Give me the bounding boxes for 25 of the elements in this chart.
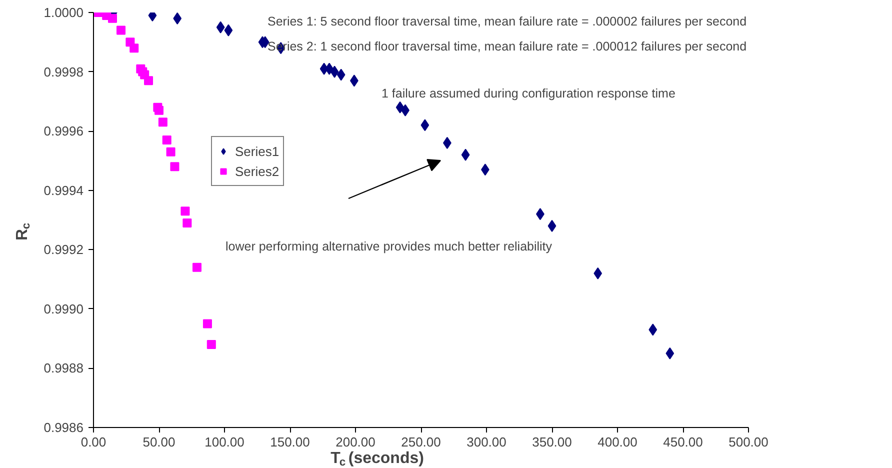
y-tick-label: 1.0000 [44,5,84,20]
legend-label: Series2 [235,164,280,178]
annotation: lower performing alternative provides much better reliability [226,240,553,254]
x-tick-label: 450.00 [663,434,703,450]
annotation: 1 failure assumed during configuration response time [382,86,676,100]
x-tick-label: 350.00 [532,434,572,450]
y-tick-label: 0.9994 [44,182,84,198]
y-tick-label: 0.9996 [44,124,84,139]
y-tick-label: 0.9990 [44,301,84,316]
x-tick-label: 150.00 [270,434,310,450]
x-tick-label: 100.00 [204,434,244,450]
y-axis-title: Rc [14,222,32,240]
legend-label: Series1 [235,144,280,158]
x-tick-label: 0.00 [80,434,106,450]
y-tick-label: 0.9992 [44,242,84,258]
y-tick-label: 0.9986 [44,420,84,435]
x-tick-label: 50.00 [142,434,176,450]
y-tick-label: 0.9988 [44,360,84,376]
x-tick-label: 250.00 [401,434,441,450]
annotation: Series 1: 5 second floor traversal time, mean failure rate = .000002 failures per second [268,14,747,28]
x-tick-label: 400.00 [598,434,638,450]
x-tick-label: 200.00 [336,434,376,450]
y-tick-label: 0.9998 [44,64,84,80]
x-tick-label: 500.00 [728,434,768,450]
x-tick-label: 300.00 [466,434,506,450]
